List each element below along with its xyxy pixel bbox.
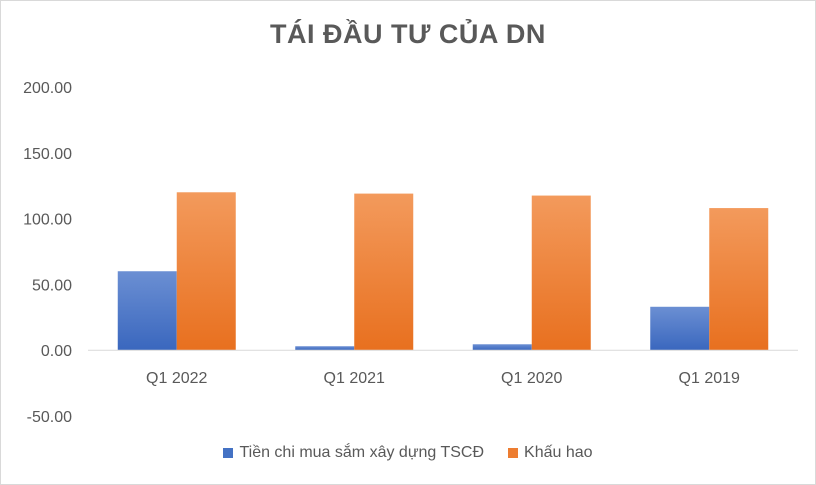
bar-series-2 (531, 195, 591, 351)
legend-swatch-orange (508, 448, 519, 458)
bar-series-2 (354, 193, 414, 351)
bar-series-2 (709, 208, 769, 351)
legend-label-series-2: Khấu hao (524, 444, 593, 461)
bar-series-1 (650, 306, 710, 351)
bar-series-1 (117, 271, 177, 351)
bar-series-1 (472, 344, 532, 351)
bar-series-2 (176, 192, 236, 351)
plot-area: 200.00 150.00 100.00 50.00 0.00 -50.00 Q1 202… (23, 80, 798, 426)
y-tick-label: 0.00 (41, 343, 72, 360)
x-tick-label: Q1 2021 (324, 370, 385, 387)
y-tick-label: 200.00 (23, 80, 72, 97)
bar-series-1 (295, 346, 355, 351)
legend: Tiền chi mua sắm xây dựng TSCĐ Khấu hao (1, 444, 815, 462)
y-tick-label: 50.00 (32, 277, 72, 294)
legend-item-series-2: Khấu hao (508, 444, 593, 462)
legend-label-series-1: Tiền chi mua sắm xây dựng TSCĐ (239, 444, 485, 461)
y-tick-label: 150.00 (23, 146, 72, 163)
x-tick-label: Q1 2020 (501, 370, 562, 387)
legend-swatch-blue (223, 448, 234, 458)
y-tick-label: 100.00 (23, 212, 72, 229)
x-tick-label: Q1 2019 (679, 370, 740, 387)
y-tick-label: -50.00 (27, 409, 72, 426)
legend-item-series-1: Tiền chi mua sắm xây dựng TSCĐ (223, 444, 484, 462)
chart-title: TÁI ĐẦU TƯ CỦA DN (270, 19, 546, 49)
x-tick-label: Q1 2022 (146, 370, 207, 387)
